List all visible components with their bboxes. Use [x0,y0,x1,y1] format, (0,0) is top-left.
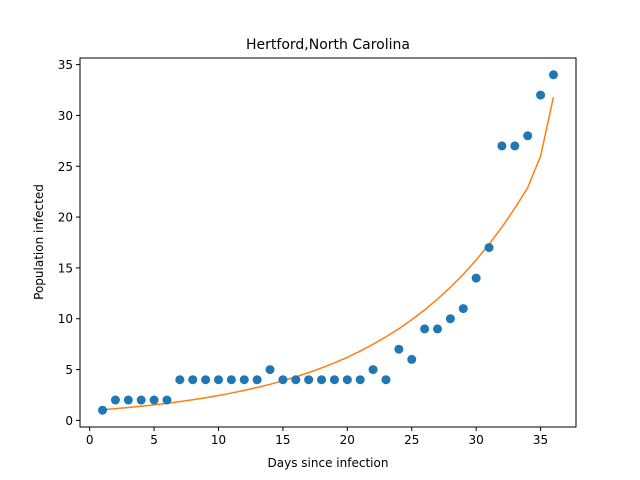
data-point [484,243,494,253]
data-point [381,375,391,385]
y-tick-label: 35 [58,58,73,72]
y-tick-label: 20 [58,211,73,225]
data-point [213,375,223,385]
data-point [265,365,275,375]
y-tick-label: 15 [58,261,73,275]
data-point [497,141,507,151]
data-point [471,273,481,283]
chart-title: Hertford,North Carolina [246,37,410,53]
data-point [536,90,546,100]
data-point [445,314,455,324]
data-point [342,375,352,385]
data-point [355,375,365,385]
data-point [188,375,198,385]
data-point [407,354,417,364]
data-point [317,375,327,385]
data-point [510,141,520,151]
data-point [175,375,185,385]
data-point [110,395,120,405]
y-tick-label: 10 [58,312,73,326]
data-point [291,375,301,385]
data-point [252,375,262,385]
x-tick-label: 35 [533,433,548,447]
data-point [136,395,146,405]
x-tick-label: 30 [469,433,484,447]
data-point [304,375,314,385]
data-point [433,324,443,334]
data-point [239,375,249,385]
y-tick-label: 5 [65,363,73,377]
data-point [201,375,211,385]
fit-curve-line [102,96,555,411]
data-point [420,324,430,334]
data-point [149,395,159,405]
y-tick-label: 25 [58,160,73,174]
x-tick-label: 10 [211,433,226,447]
plot-area: 0 5 10 15 20 25 30 35 0 5 10 15 20 25 30 35 [58,57,577,447]
x-tick-label: 20 [340,433,355,447]
data-point [278,375,288,385]
data-point [162,395,172,405]
data-point [548,70,558,80]
y-tick-label: 0 [65,414,73,428]
x-axis-label: Days since infection [268,456,389,470]
x-tick-label: 25 [404,433,419,447]
x-tick-label: 15 [275,433,290,447]
y-axis-label: Population infected [32,184,46,300]
data-point [368,365,378,375]
x-tick-label: 0 [86,433,94,447]
data-point [123,395,133,405]
data-point [523,131,533,141]
data-point [226,375,236,385]
x-tick-label: 5 [150,433,158,447]
axes-frame [79,57,577,428]
data-point [98,405,108,415]
data-point [458,304,468,314]
data-point [394,344,404,354]
y-tick-label: 30 [58,109,73,123]
data-point [329,375,339,385]
